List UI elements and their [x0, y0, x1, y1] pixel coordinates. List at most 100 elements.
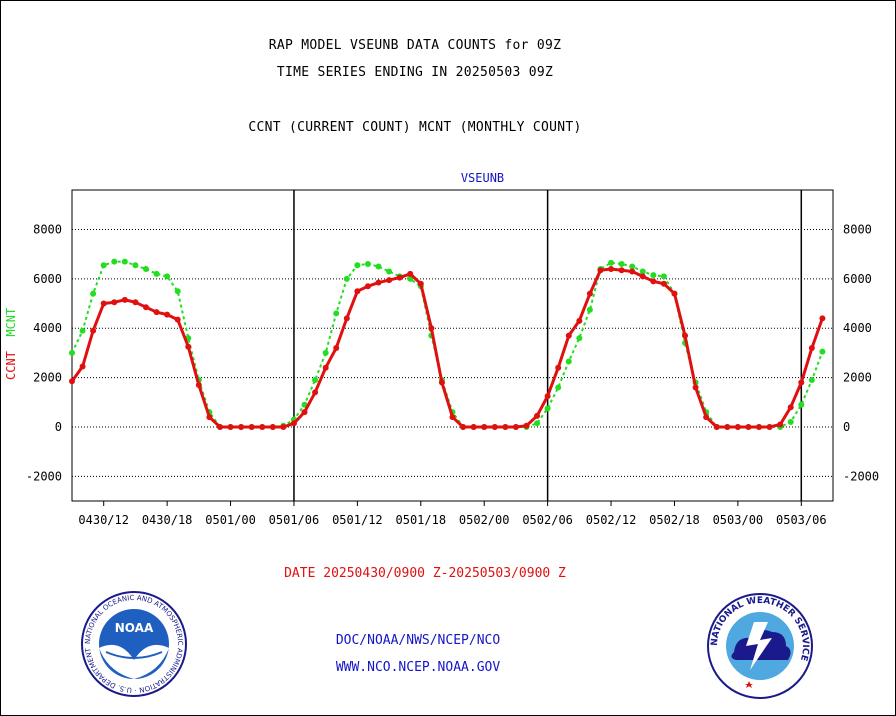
- data-point-ccnt: [206, 414, 213, 421]
- data-point-ccnt: [417, 280, 424, 287]
- data-point-ccnt: [312, 389, 319, 396]
- data-point-ccnt: [597, 267, 604, 274]
- x-tick-label: 0501/18: [396, 513, 447, 527]
- data-point-ccnt: [153, 309, 160, 316]
- data-point-ccnt: [90, 327, 97, 334]
- data-point-ccnt: [460, 423, 467, 430]
- data-point-ccnt: [713, 423, 720, 430]
- data-point-ccnt: [512, 423, 519, 430]
- x-tick-label: 0430/12: [78, 513, 129, 527]
- data-point-mcnt: [69, 349, 75, 356]
- data-point-ccnt: [375, 279, 382, 286]
- data-point-mcnt: [798, 401, 805, 408]
- x-tick-label: 0502/18: [649, 513, 700, 527]
- data-point-ccnt: [502, 423, 509, 430]
- x-tick-label: 0502/12: [586, 513, 637, 527]
- data-point-ccnt: [650, 278, 657, 285]
- data-point-ccnt: [195, 381, 202, 388]
- data-point-mcnt: [808, 377, 815, 384]
- x-tick-label: 0501/12: [332, 513, 383, 527]
- data-point-ccnt: [671, 290, 678, 297]
- data-point-ccnt: [407, 270, 414, 277]
- data-point-mcnt: [555, 384, 562, 391]
- data-point-ccnt: [703, 414, 710, 421]
- data-point-mcnt: [586, 306, 593, 313]
- data-point-mcnt: [79, 327, 86, 334]
- data-point-ccnt: [544, 393, 551, 400]
- chart-title-line3: CCNT (CURRENT COUNT) MCNT (MONTHLY COUNT…: [248, 120, 582, 135]
- data-point-mcnt: [576, 335, 583, 342]
- data-point-mcnt: [787, 419, 794, 426]
- data-point-mcnt: [333, 310, 340, 317]
- data-point-ccnt: [174, 316, 181, 323]
- data-point-mcnt: [142, 265, 149, 272]
- data-point-ccnt: [364, 283, 371, 290]
- noaa-logo-icon: NATIONAL OCEANIC AND ATMOSPHERIC ADMINIS…: [80, 590, 187, 697]
- data-point-ccnt: [343, 315, 350, 322]
- plot-title: VSEUNB: [461, 171, 504, 185]
- y-tick-label-right: 8000: [843, 222, 872, 236]
- y-tick-label-left: -2000: [26, 469, 62, 483]
- data-point-ccnt: [639, 273, 646, 280]
- data-point-mcnt: [354, 262, 361, 269]
- data-point-ccnt: [734, 423, 741, 430]
- y-tick-label-right: 2000: [843, 371, 872, 385]
- data-point-mcnt: [534, 420, 541, 427]
- y-tick-label-left: 4000: [33, 321, 62, 335]
- data-point-ccnt: [555, 364, 562, 371]
- y-tick-label-left: 2000: [33, 371, 62, 385]
- x-tick-label: 0502/06: [522, 513, 573, 527]
- data-point-ccnt: [438, 379, 445, 386]
- data-point-mcnt: [343, 275, 350, 282]
- data-point-ccnt: [682, 332, 689, 339]
- data-point-ccnt: [745, 423, 752, 430]
- data-point-ccnt: [227, 423, 234, 430]
- y-tick-label-left: 8000: [33, 222, 62, 236]
- org-path-label: DOC/NOAA/NWS/NCEP/NCO: [335, 633, 501, 648]
- data-point-mcnt: [819, 348, 826, 355]
- data-point-ccnt: [259, 423, 266, 430]
- data-point-ccnt: [121, 296, 128, 303]
- data-point-ccnt: [396, 274, 403, 281]
- chart-title-line2: TIME SERIES ENDING IN 20250503 09Z: [276, 65, 554, 80]
- data-point-mcnt: [544, 405, 551, 412]
- data-point-ccnt: [660, 280, 667, 287]
- date-range-label: DATE 20250430/0900 Z-20250503/0900 Z: [284, 566, 566, 581]
- data-point-ccnt: [777, 421, 784, 428]
- data-point-ccnt: [808, 344, 815, 351]
- data-point-ccnt: [269, 423, 276, 430]
- data-point-ccnt: [132, 299, 139, 306]
- data-point-ccnt: [248, 423, 255, 430]
- noaa-logo-text: NOAA: [115, 621, 154, 635]
- data-point-ccnt: [565, 332, 572, 339]
- data-point-ccnt: [69, 378, 75, 385]
- website-label: WWW.NCO.NCEP.NOAA.GOV: [335, 660, 501, 675]
- data-point-ccnt: [629, 268, 636, 275]
- chart-title-line1: RAP MODEL VSEUNB DATA COUNTS for 09Z: [268, 38, 562, 53]
- data-point-ccnt: [798, 379, 805, 386]
- y-tick-label-right: 4000: [843, 321, 872, 335]
- data-point-ccnt: [470, 423, 477, 430]
- x-tick-label: 0503/00: [713, 513, 764, 527]
- data-point-mcnt: [132, 262, 139, 269]
- data-point-ccnt: [185, 343, 192, 350]
- data-point-mcnt: [639, 268, 646, 275]
- data-point-mcnt: [375, 263, 382, 270]
- y-tick-label-right: 6000: [843, 272, 872, 286]
- data-point-ccnt: [819, 315, 826, 322]
- x-tick-label: 0501/06: [269, 513, 320, 527]
- data-point-ccnt: [79, 363, 86, 370]
- data-point-ccnt: [290, 420, 297, 427]
- x-tick-label: 0502/00: [459, 513, 510, 527]
- y-tick-label-right: -2000: [843, 469, 879, 483]
- y-tick-label-right: 0: [843, 420, 850, 434]
- data-point-ccnt: [608, 265, 615, 272]
- data-point-ccnt: [100, 300, 107, 307]
- data-point-mcnt: [153, 270, 160, 277]
- data-point-mcnt: [164, 273, 171, 280]
- data-point-mcnt: [312, 377, 319, 384]
- y-tick-label-left: 6000: [33, 272, 62, 286]
- data-point-ccnt: [322, 364, 329, 371]
- data-point-mcnt: [111, 258, 118, 265]
- data-point-ccnt: [301, 409, 308, 416]
